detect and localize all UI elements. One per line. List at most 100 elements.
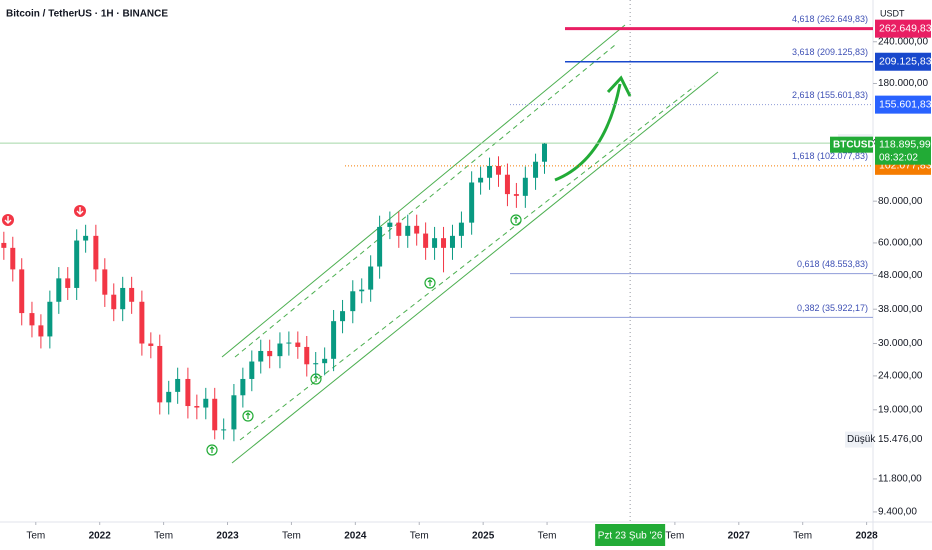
y-tick-label: 180.000,00 [878,78,928,89]
candle-body [331,321,337,359]
x-tick-label: Tem [665,531,684,542]
x-tick-label: 2024 [344,531,367,542]
buy-signal [424,277,436,289]
candle-body [458,222,464,236]
low-name-box [845,431,873,448]
candle-body [396,222,402,236]
candle-body [1,242,7,248]
channel-upper [221,24,626,358]
y-tick-label: 60.000,00 [878,238,923,249]
sell-icon [4,207,84,224]
candle-body [513,194,519,196]
x-tick-label: Tem [793,531,812,542]
price-tag [875,95,931,114]
last-price-label: 118.895,99 [879,138,931,150]
channel [221,24,719,464]
candle-body [65,278,71,288]
candle-body [258,350,264,362]
fib-label: 4,618 (262.649,83) [792,14,868,24]
buy-signal [510,214,522,226]
candle-body [166,391,172,403]
x-tick-label: 2027 [728,531,751,542]
price-tag-label: 262.649,83 [879,22,932,34]
candle-body [368,266,374,290]
fib-label: 1,618 (102.077,83) [792,151,868,161]
candle-body [449,235,455,248]
y-tick-label: 9.400,00 [878,507,917,518]
candle-body [120,287,126,310]
candle-body [542,143,548,162]
y-tick-label: 11.800,00 [878,474,922,485]
candle-body [29,313,35,326]
projection-arrow-head [606,75,632,97]
crosshair-label: Pzt 23 Şub '26 [598,531,663,542]
y-tick-label: 48.000,00 [878,270,923,281]
candle-body [221,429,227,431]
fib-label: 0,382 (35.922,17) [797,303,868,313]
fib-label: 2,618 (155.601,83) [792,90,868,100]
price-tag-label: 209.125,83 [879,56,932,68]
x-tick-label: Tem [282,531,301,542]
x-tick-label: Tem [410,531,429,542]
low-value: 15.476,00 [878,434,923,445]
currency: USDT [880,8,905,18]
candle-body [414,225,420,234]
y-tick-label: 38.000,00 [878,304,923,315]
candle-body [240,378,246,396]
x-tick-label: 2023 [216,531,239,542]
x-tick-label: Tem [538,531,557,542]
y-tick-label: 240.000,00 [878,36,928,47]
buy-signal [242,410,254,422]
candle-body [495,165,501,175]
candle-body [38,325,44,337]
candle-body [387,222,393,227]
candle-body [405,225,411,236]
price-tag [875,19,931,38]
candle-body [313,363,319,365]
x-tick-label: 2022 [89,531,112,542]
price-tag [875,52,931,71]
candle-body [441,238,447,248]
candle-body [56,278,62,302]
fib-label: 3,618 (209.125,83) [792,47,868,57]
candle-body [277,343,283,357]
candle-body [47,301,53,337]
candle-body [322,358,328,364]
x-tick-label: 2028 [855,531,878,542]
candle-body [522,177,528,196]
candle-body [249,361,255,379]
candle-body [194,406,200,408]
candle-body [286,342,292,344]
candle-body [377,226,383,267]
candle-body [423,233,429,248]
candle-body [350,291,356,312]
candle-body [359,289,365,292]
y-tick-label: 19.000,00 [878,404,923,415]
candle-body [19,269,25,314]
countdown: 08:32:02 [879,152,918,163]
y-tick-label: 30.000,00 [878,338,923,349]
candle-body [157,345,163,403]
candle-body [432,238,438,248]
candle-body [340,311,346,322]
y-tick-label: 80.000,00 [878,196,923,207]
candle-body [129,287,135,302]
price-tag-label: 155.601,83 [879,98,932,110]
candle-body [102,269,108,295]
candle-body [304,346,310,365]
last-price-name-box [830,136,873,153]
y-tick-label: 24.000,00 [878,371,923,382]
x-tick-label: Tem [154,531,173,542]
fib-label: 0,618 (48.553,83) [797,259,868,269]
sell-signals [2,205,86,226]
crosshair-tag [595,524,666,546]
candle-body [111,294,117,310]
candle-body [267,350,273,357]
candle-body [231,395,237,430]
channel-lower-inner [239,85,696,441]
candle-body [74,240,80,288]
buy-signal [206,444,218,456]
candle-body [212,398,218,431]
candle-body [487,165,493,178]
